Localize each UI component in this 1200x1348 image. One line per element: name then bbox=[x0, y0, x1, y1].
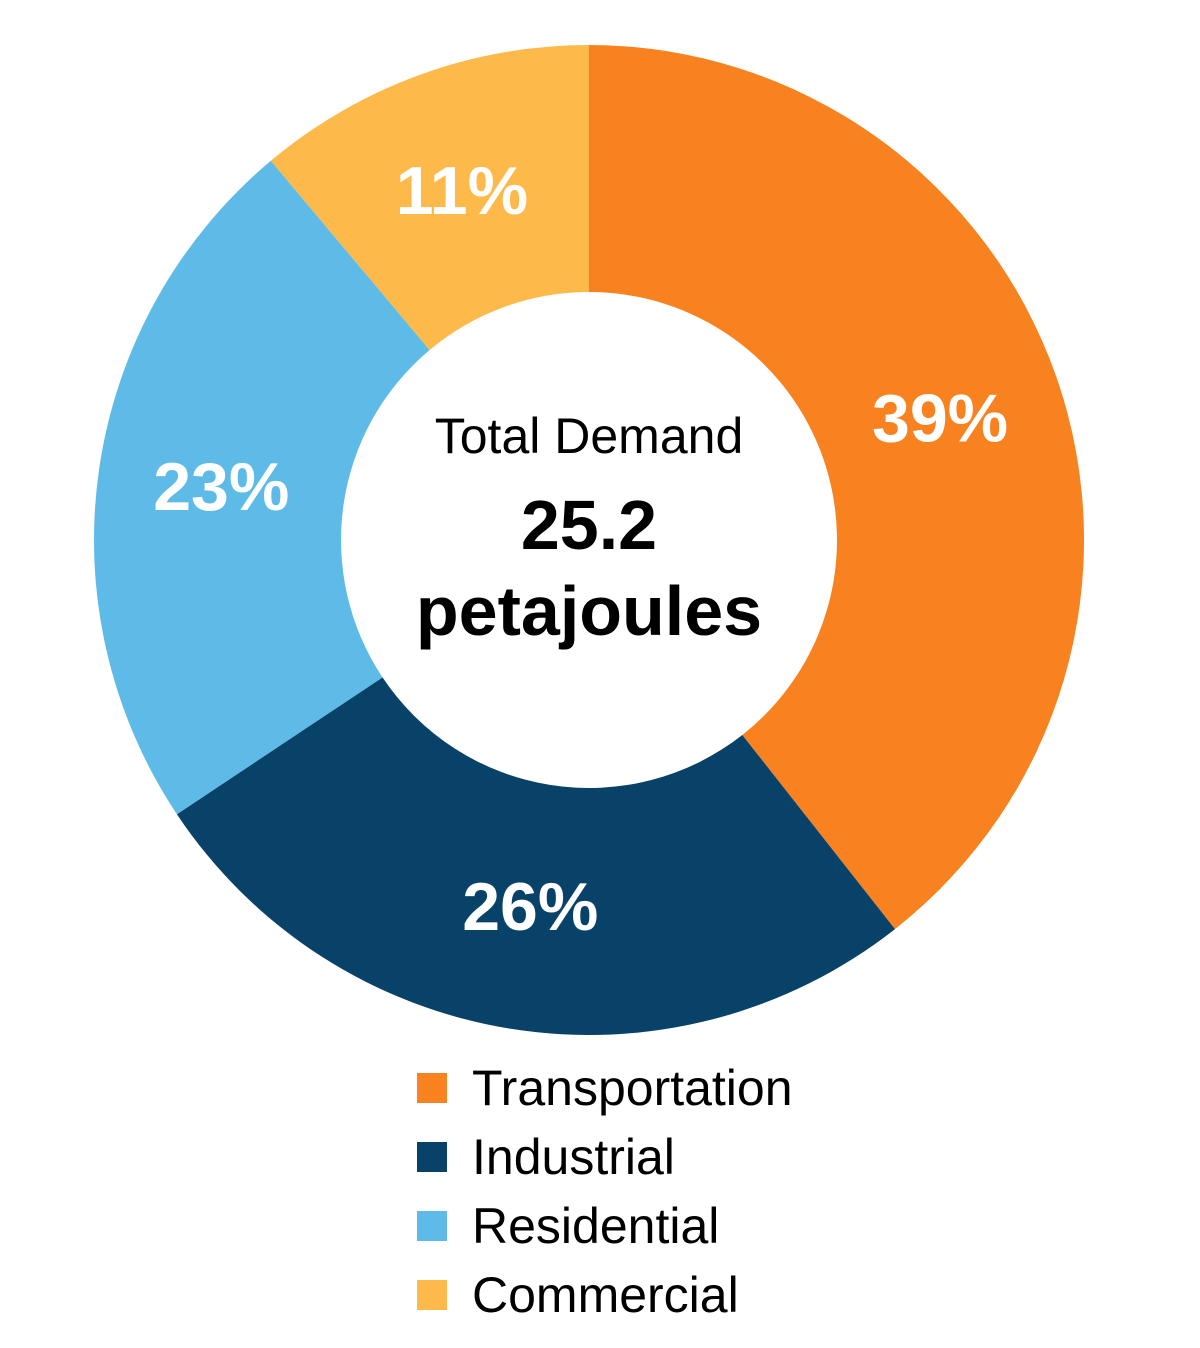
slice-residential bbox=[94, 160, 430, 815]
legend-swatch-industrial bbox=[417, 1141, 447, 1172]
slice-transportation bbox=[589, 44, 1085, 930]
slice-industrial bbox=[176, 677, 895, 1036]
legend-label-transportation: Transportation bbox=[472, 1059, 793, 1116]
center-unit: petajoules bbox=[415, 572, 763, 650]
legend-item-residential: Residential bbox=[417, 1191, 793, 1260]
legend-item-industrial: Industrial bbox=[417, 1122, 793, 1191]
slice-percent-transportation: 39% bbox=[872, 381, 1008, 457]
legend-item-transportation: Transportation bbox=[417, 1053, 793, 1122]
slice-percent-commercial: 11% bbox=[396, 153, 528, 229]
legend-swatch-residential bbox=[417, 1210, 447, 1241]
slice-commercial bbox=[270, 45, 589, 351]
slice-percent-residential: 23% bbox=[153, 449, 289, 525]
legend-swatch-transportation bbox=[417, 1072, 447, 1103]
center-text: Total Demand 25.2 petajoules bbox=[329, 406, 849, 654]
legend-item-commercial: Commercial bbox=[417, 1260, 793, 1329]
legend: Transportation Industrial Residential Co… bbox=[417, 1053, 793, 1329]
legend-label-industrial: Industrial bbox=[472, 1128, 675, 1185]
legend-label-commercial: Commercial bbox=[472, 1266, 739, 1323]
legend-label-residential: Residential bbox=[472, 1197, 720, 1254]
slice-percent-industrial: 26% bbox=[462, 869, 598, 945]
legend-swatch-commercial bbox=[417, 1279, 447, 1310]
center-value: 25.2 bbox=[520, 486, 658, 564]
center-title: Total Demand bbox=[434, 408, 744, 464]
